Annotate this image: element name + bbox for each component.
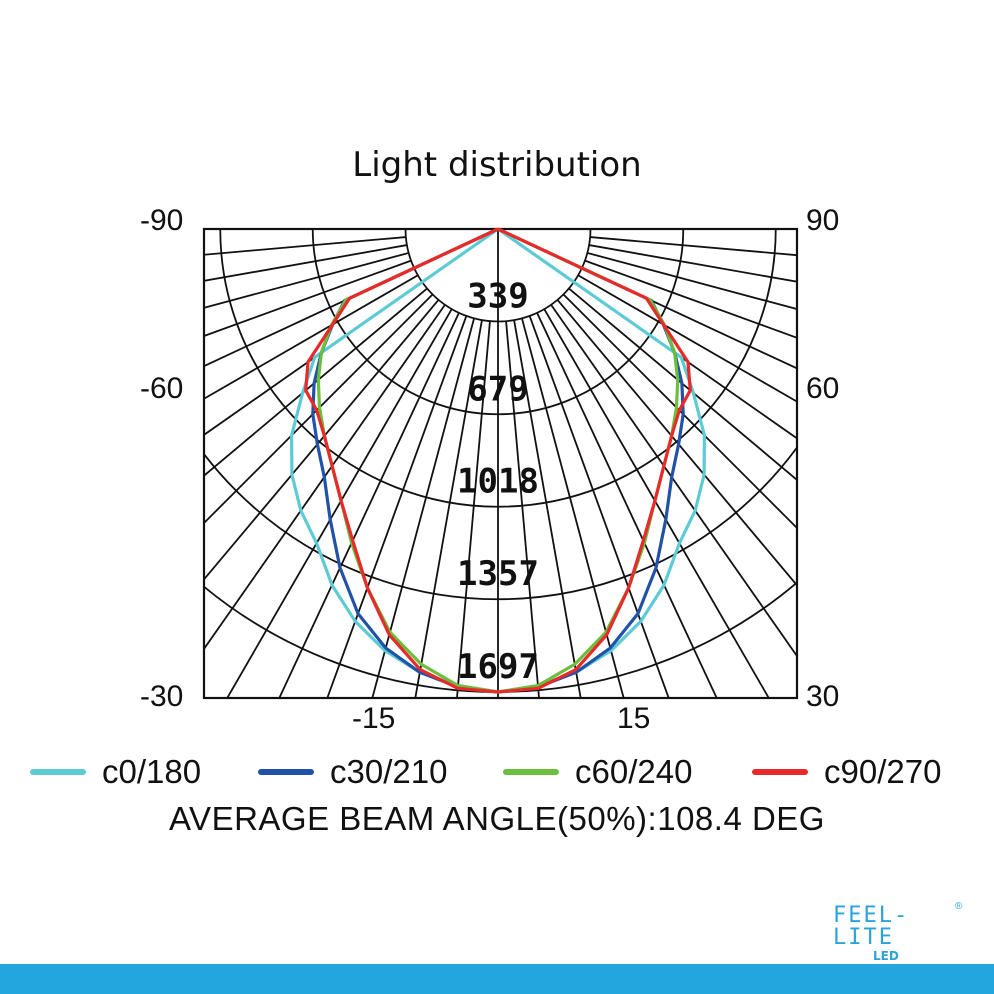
legend-label-c90: c90/270	[824, 753, 942, 790]
ring-labels: 339 679 1018 1357 1697	[457, 276, 539, 687]
registered-mark-icon: ®	[955, 901, 963, 912]
legend-item-c0: c0/180	[30, 752, 201, 792]
angle-label-left-mid: -60	[140, 372, 184, 405]
angle-label-left-bottom: -30	[140, 680, 184, 713]
angle-label-bottom-left: -15	[352, 702, 396, 735]
legend-label-c0: c0/180	[102, 753, 202, 790]
legend-item-c90: c90/270	[752, 752, 941, 792]
legend: c0/180 c30/210 c60/240 c90/270	[0, 752, 994, 792]
curve-c90-270	[304, 227, 692, 694]
logo-wordmark: FEEL-LITE	[833, 903, 910, 950]
legend-label-c60: c60/240	[575, 753, 693, 790]
angle-label-right-bottom: 30	[806, 680, 840, 713]
ring-label: 679	[467, 369, 528, 409]
logo-subtext: LED	[873, 949, 899, 963]
distribution-curves	[290, 227, 706, 694]
chart-title: Light distribution	[352, 145, 642, 185]
legend-swatch-c60	[503, 769, 559, 775]
legend-swatch-c90	[752, 769, 808, 775]
angle-label-right-top: 90	[806, 204, 840, 237]
beam-angle-text: AVERAGE BEAM ANGLE(50%):108.4 DEG	[169, 800, 825, 837]
legend-label-c30: c30/210	[330, 753, 448, 790]
legend-swatch-c0	[30, 769, 86, 775]
angle-label-left-top: -90	[140, 204, 184, 237]
angle-label-right-mid: 60	[806, 372, 840, 405]
footer-bar	[0, 964, 994, 994]
legend-item-c30: c30/210	[258, 752, 447, 792]
angle-label-bottom-right: 15	[617, 702, 651, 735]
legend-item-c60: c60/240	[503, 752, 692, 792]
ring-label: 1018	[457, 462, 539, 502]
ring-label: 339	[467, 276, 528, 316]
ring-label: 1357	[457, 554, 539, 594]
ring-label: 1697	[457, 647, 539, 687]
brand-logo: FEEL-LITE LED ®	[833, 901, 963, 963]
legend-swatch-c30	[258, 769, 314, 775]
